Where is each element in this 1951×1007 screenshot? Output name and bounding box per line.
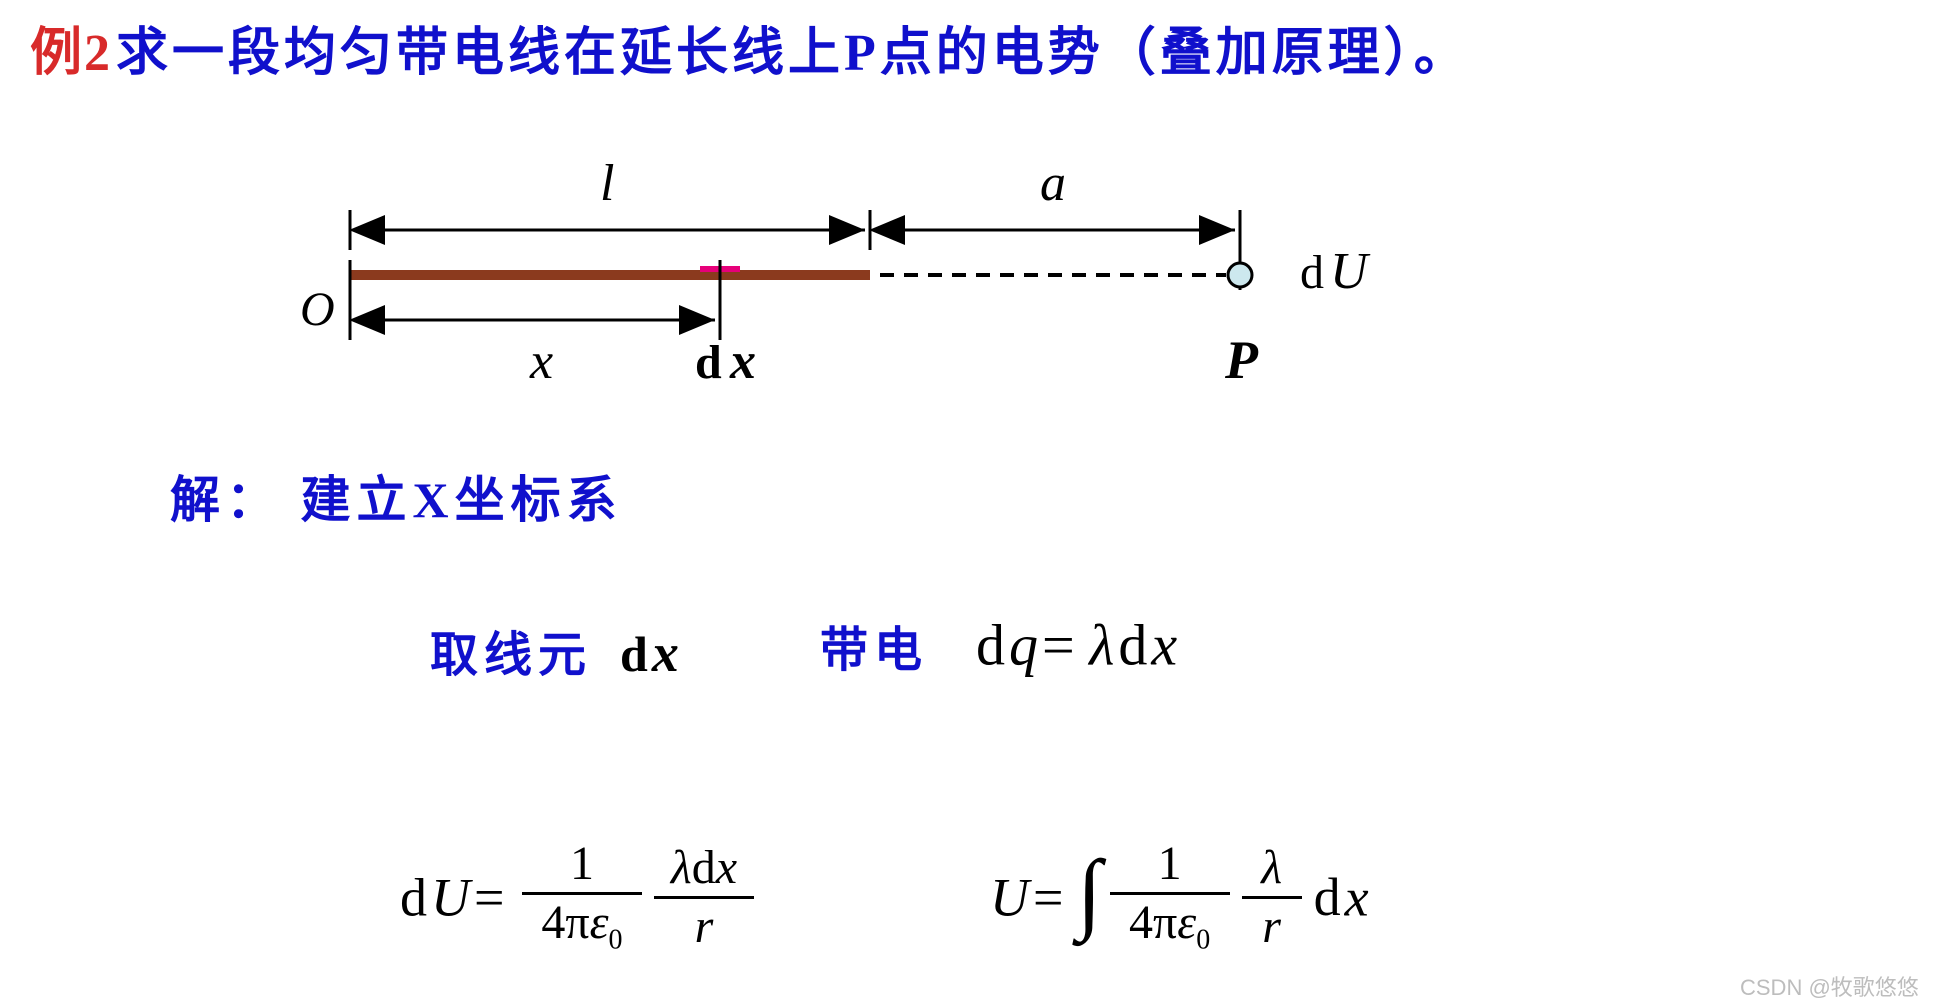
dq-q: q (1009, 613, 1038, 678)
u-lhs: U (990, 867, 1029, 927)
take-element-row: 取线元 d x (430, 615, 679, 685)
label-p: P (1224, 330, 1259, 390)
diagram-svg: l a O x d x P d U (0, 70, 1600, 410)
dq-x: x (1151, 613, 1177, 678)
carries-charge-label: 带电 (820, 624, 928, 677)
point-p-marker (1228, 263, 1252, 287)
du-den1-eps: ε (590, 896, 609, 949)
label-l: l (600, 155, 614, 212)
du-lhs-u: U (431, 867, 470, 927)
label-x: x (529, 333, 553, 390)
dq-d2: d (1118, 613, 1147, 678)
du-eq: = (474, 867, 518, 927)
du-den1: 4πε0 (522, 899, 642, 955)
u-frac2: λ r (1242, 844, 1302, 951)
du-bar1 (522, 892, 642, 895)
take-element-d: d (620, 626, 648, 682)
du-den1-4pi: 4π (541, 896, 589, 949)
label-du-u: U (1330, 243, 1371, 300)
dq-eq: = (1042, 613, 1089, 678)
label-o: O (300, 283, 335, 336)
du-num2-x: x (716, 841, 737, 894)
u-trail-d: d (1314, 867, 1341, 927)
formula-du: d U = 1 4πε0 λdx r (400, 840, 758, 955)
formula-u: U = ∫ 1 4πε0 λ r d x (990, 840, 1369, 955)
u-bar1 (1110, 892, 1230, 895)
du-den1-sub: 0 (609, 925, 623, 956)
label-a: a (1040, 155, 1066, 212)
take-element-label: 取线元 (430, 629, 592, 682)
u-trail-x: x (1345, 867, 1369, 927)
du-num2-d: d (692, 841, 716, 894)
stage: 例2 求一段均匀带电线在延长线上P点的电势（叠加原理）。 (0, 0, 1951, 1007)
u-int: ∫ (1077, 843, 1102, 942)
du-bar2 (654, 896, 754, 899)
dq-lambda: λ (1089, 613, 1114, 678)
watermark: CSDN @牧歌悠悠 (1740, 970, 1919, 1002)
u-den2: r (1242, 903, 1302, 951)
u-eq: = (1033, 867, 1077, 927)
label-dx-x: x (729, 333, 756, 390)
dq-d: d (976, 613, 1005, 678)
take-element-x: x (652, 623, 679, 683)
du-lhs-d: d (400, 867, 427, 927)
du-num2-lambda: λ (671, 841, 692, 894)
u-bar2 (1242, 896, 1302, 899)
du-num1: 1 (522, 840, 642, 888)
carries-charge-row: 带电 d q = λ d x (820, 610, 1177, 680)
du-frac1: 1 4πε0 (522, 840, 642, 955)
u-den1-sub: 0 (1196, 925, 1210, 956)
u-den1-eps: ε (1177, 896, 1196, 949)
u-den1-4pi: 4π (1129, 896, 1177, 949)
u-num2: λ (1242, 844, 1302, 892)
solution-header: 解： 建立X坐标系 (170, 460, 623, 532)
du-num2: λdx (654, 844, 754, 892)
label-du-d: d (1300, 246, 1324, 299)
u-frac1: 1 4πε0 (1110, 840, 1230, 955)
du-frac2: λdx r (654, 844, 754, 951)
u-den1: 4πε0 (1110, 899, 1230, 955)
label-dx-d: d (695, 336, 722, 389)
du-den2: r (654, 903, 754, 951)
u-num1: 1 (1110, 840, 1230, 888)
